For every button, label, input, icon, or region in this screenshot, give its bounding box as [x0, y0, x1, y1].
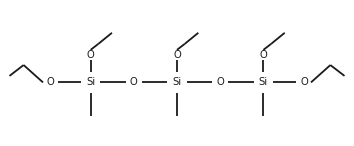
Text: Si: Si: [259, 77, 268, 87]
Text: O: O: [216, 77, 224, 87]
Text: O: O: [173, 50, 181, 60]
Text: Si: Si: [86, 77, 95, 87]
Text: O: O: [87, 50, 95, 60]
Text: O: O: [130, 77, 138, 87]
Text: O: O: [46, 77, 54, 87]
Text: O: O: [259, 50, 267, 60]
Text: Si: Si: [172, 77, 182, 87]
Text: O: O: [300, 77, 308, 87]
